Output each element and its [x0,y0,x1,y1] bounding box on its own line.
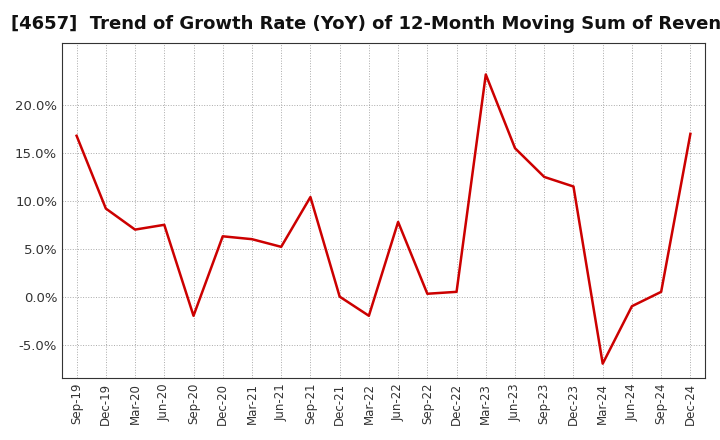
Title: [4657]  Trend of Growth Rate (YoY) of 12-Month Moving Sum of Revenues: [4657] Trend of Growth Rate (YoY) of 12-… [11,15,720,33]
